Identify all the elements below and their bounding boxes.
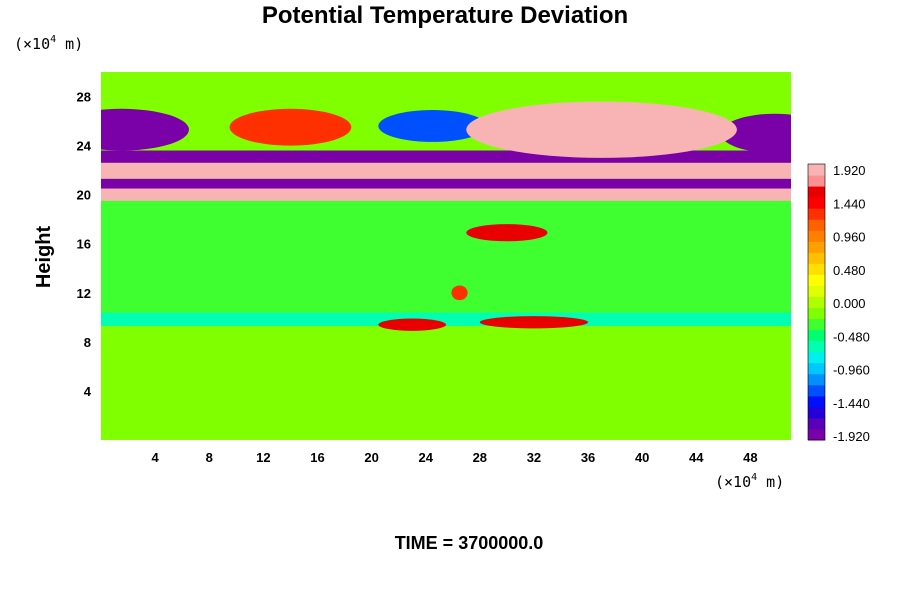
x-tick-label: 16 <box>310 450 324 465</box>
plot-area <box>101 72 791 440</box>
heatmap-feature <box>466 101 737 158</box>
heatmap-feature <box>229 108 352 146</box>
y-tick-label: 16 <box>77 237 91 252</box>
heatmap-feature <box>101 108 189 151</box>
heatmap-feature <box>720 113 791 153</box>
colorbar-swatch <box>808 395 825 408</box>
y-tick-label: 12 <box>77 286 91 301</box>
colorbar-swatch <box>808 428 825 441</box>
x-tick-label: 36 <box>581 450 595 465</box>
colorbar-tick-label: -1.440 <box>833 396 870 411</box>
colorbar-swatch <box>808 296 825 309</box>
y-tick-label: 20 <box>77 188 91 203</box>
colorbar-swatch <box>808 340 825 353</box>
colorbar-swatch <box>808 175 825 187</box>
colorbar-tick-label: 1.920 <box>833 163 866 178</box>
colorbar-swatch <box>808 406 825 419</box>
colorbar-swatch <box>808 307 825 320</box>
heatmap-band <box>101 312 791 326</box>
heatmap-feature <box>378 318 447 331</box>
colorbar-swatch <box>808 208 825 220</box>
heatmap-feature <box>378 110 487 142</box>
colorbar-swatch <box>808 186 825 198</box>
x-tick-label: 20 <box>364 450 378 465</box>
y-ticks: 4 8 12 16 20 24 28 <box>77 90 92 399</box>
heatmap-band <box>101 188 791 201</box>
colorbar-tick-label: 1.440 <box>833 196 866 211</box>
colorbar-tick-label: -0.480 <box>833 329 870 344</box>
y-tick-label: 24 <box>77 139 92 154</box>
colorbar-ticks: 1.920 1.440 0.960 0.480 0.000 -0.480 -0.960 -1.… <box>833 163 870 444</box>
x-tick-label: 32 <box>527 450 541 465</box>
colorbar-swatch <box>808 318 825 331</box>
x-tick-label: 28 <box>473 450 487 465</box>
colorbar-tick-label: 0.960 <box>833 230 866 245</box>
x-tick-label: 48 <box>743 450 757 465</box>
x-tick-label: 8 <box>206 450 213 465</box>
x-tick-label: 12 <box>256 450 270 465</box>
x-tick-label: 4 <box>152 450 160 465</box>
colorbar-tick-label: -0.960 <box>833 363 870 378</box>
time-label: TIME = 3700000.0 <box>395 533 544 553</box>
colorbar-swatch <box>808 164 825 176</box>
heatmap-feature <box>479 316 589 329</box>
colorbar-swatch <box>808 219 825 231</box>
x-tick-label: 44 <box>689 450 704 465</box>
colorbar-swatch <box>808 241 825 253</box>
x-tick-label: 24 <box>418 450 433 465</box>
colorbar-swatch <box>808 351 825 364</box>
colorbar-swatch <box>808 263 825 275</box>
heatmap-band <box>101 325 791 440</box>
colorbar-tick-label: 0.000 <box>833 296 866 311</box>
heatmap-feature <box>451 285 468 301</box>
colorbar-swatch <box>808 417 825 430</box>
heatmap-band <box>101 200 791 313</box>
chart-title: Potential Temperature Deviation <box>262 2 628 29</box>
x-tick-label: 40 <box>635 450 649 465</box>
colorbar-tick-label: 0.480 <box>833 263 866 278</box>
colorbar-swatch <box>808 252 825 264</box>
heatmap-band <box>101 178 791 189</box>
x-unit-label: (×104 m) <box>715 472 784 491</box>
colorbar-swatch <box>808 197 825 209</box>
y-tick-label: 4 <box>84 384 92 399</box>
colorbar-swatch <box>808 285 825 297</box>
colorbar-frame <box>807 163 826 441</box>
colorbar-swatch <box>808 384 825 397</box>
heatmap-band <box>101 150 791 163</box>
y-tick-label: 8 <box>84 335 91 350</box>
x-ticks: 4 8 12 16 20 24 28 32 36 40 44 48 <box>152 450 758 465</box>
colorbar-swatch <box>808 329 825 342</box>
y-unit-label: (×104 m) <box>14 34 83 53</box>
colorbar <box>807 163 826 441</box>
heatmap-band <box>101 162 791 179</box>
y-tick-label: 28 <box>77 90 91 105</box>
colorbar-swatch <box>808 373 825 386</box>
y-axis-label: Height <box>33 226 55 289</box>
colorbar-tick-label: -1.920 <box>833 429 870 444</box>
colorbar-swatch <box>808 274 825 286</box>
colorbar-swatch <box>808 230 825 242</box>
colorbar-swatch <box>808 362 825 375</box>
heatmap-feature <box>466 224 548 242</box>
